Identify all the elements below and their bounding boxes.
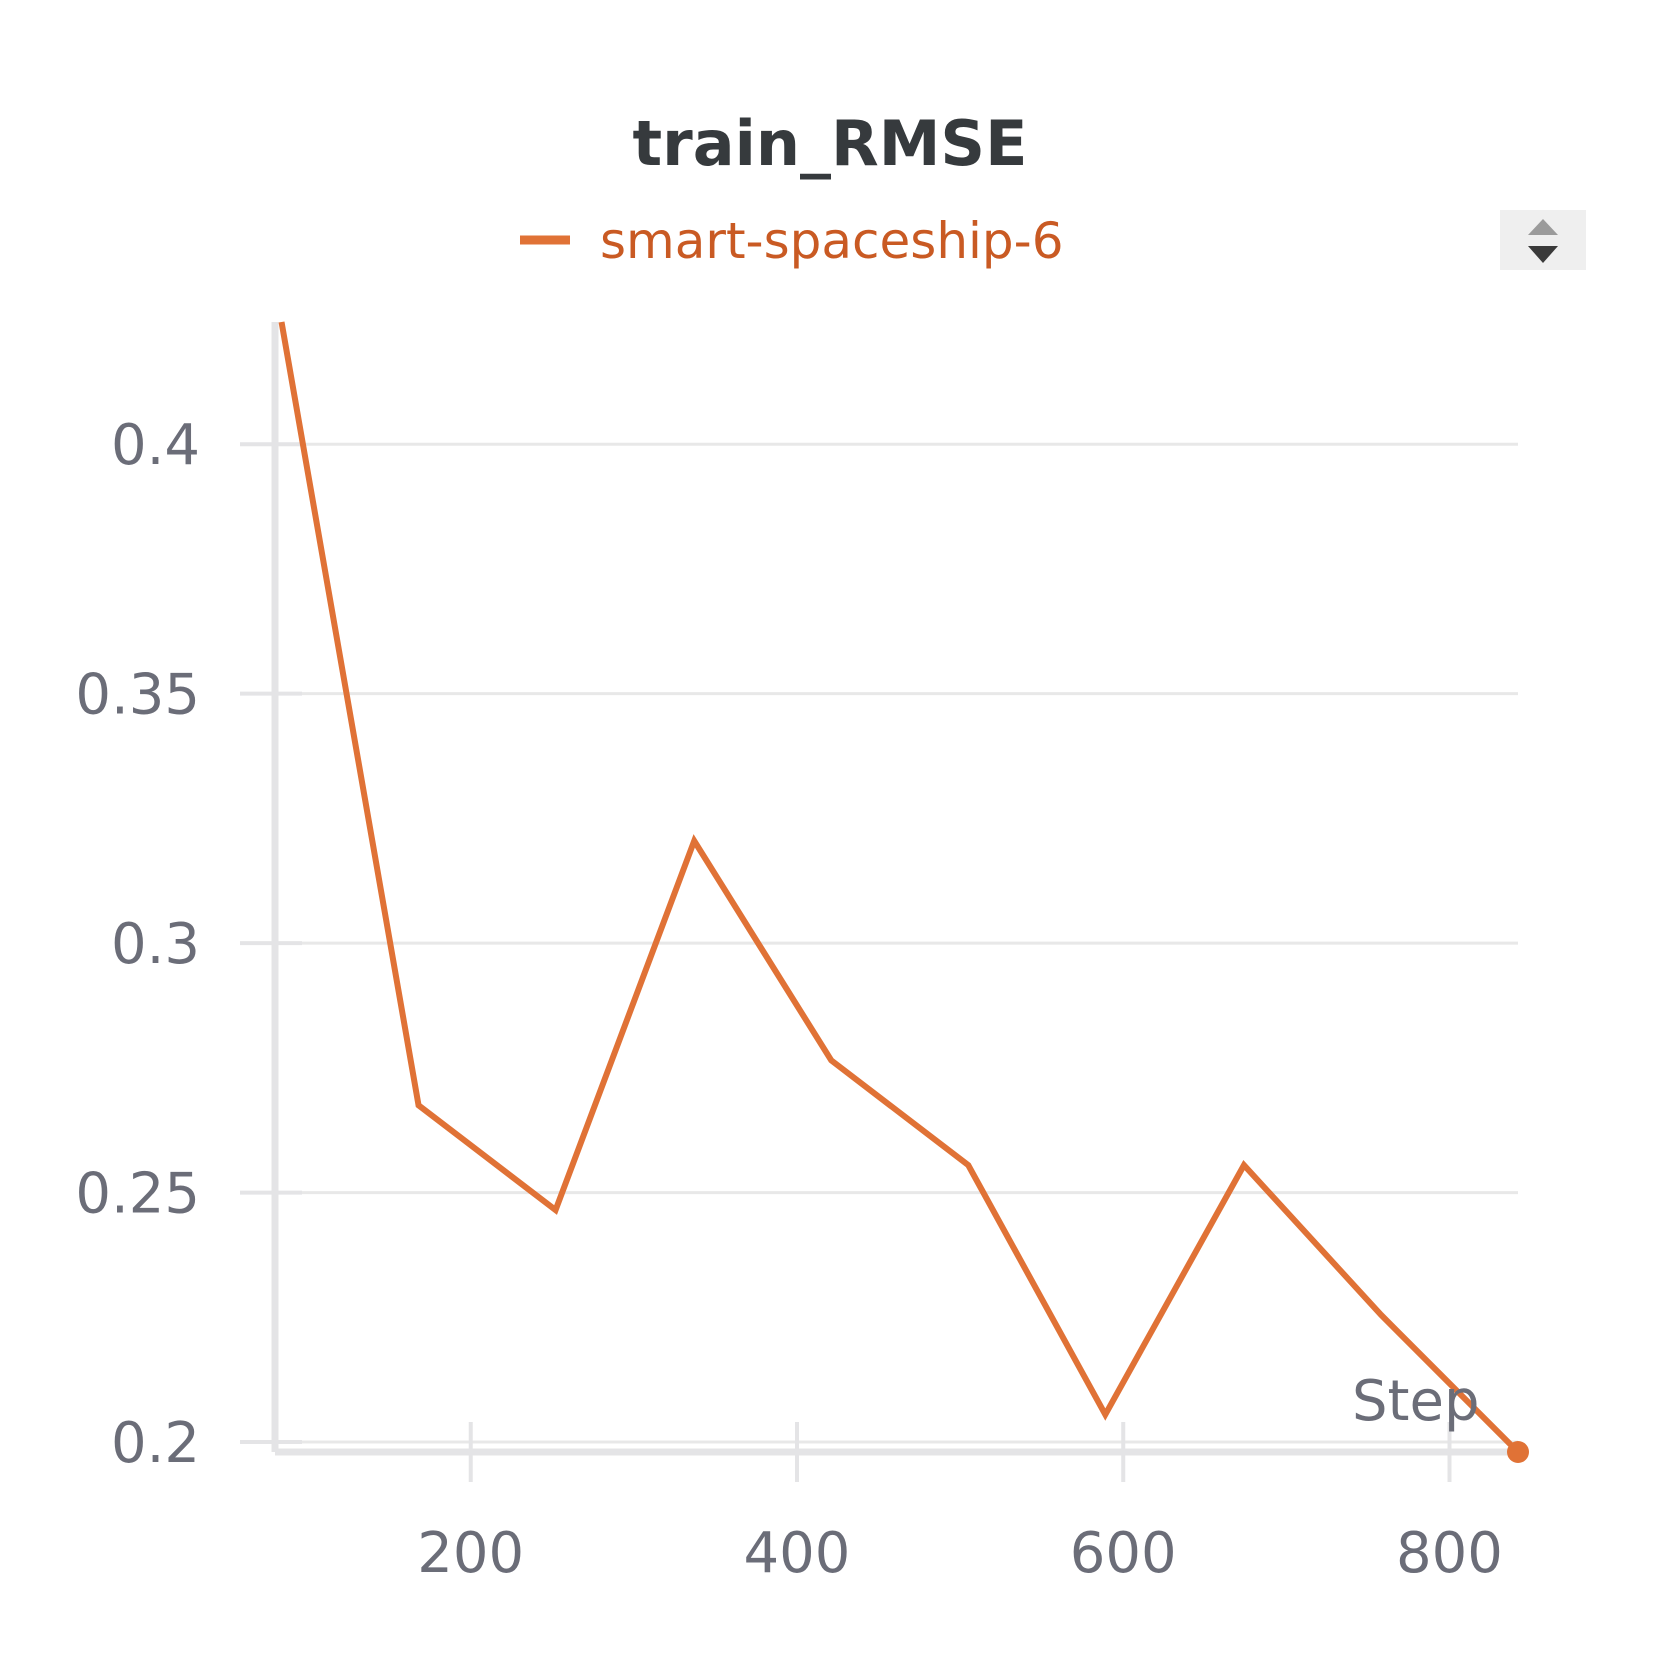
legend-label: smart-spaceship-6 — [600, 212, 1064, 270]
axes — [240, 322, 1518, 1482]
y-tick-label: 0.35 — [75, 663, 200, 728]
chart-title: train_RMSE — [633, 107, 1028, 180]
legend: smart-spaceship-6 — [520, 212, 1064, 270]
series-end-point — [1507, 1441, 1529, 1463]
triangle-up-icon[interactable] — [1528, 219, 1558, 235]
legend-scroll-control[interactable] — [1500, 210, 1586, 270]
x-axis-label: Step — [1352, 1369, 1480, 1434]
grid-lines — [240, 442, 1518, 1444]
series-layer — [278, 321, 1529, 1463]
x-tick-label: 800 — [1396, 1521, 1503, 1586]
x-tick-label: 600 — [1070, 1521, 1177, 1586]
series-line — [278, 321, 1521, 1455]
y-tick-label: 0.4 — [111, 413, 200, 478]
y-tick-label: 0.2 — [111, 1411, 200, 1476]
y-tick-label: 0.25 — [75, 1162, 200, 1227]
x-tick-label: 200 — [417, 1521, 524, 1586]
triangle-down-icon[interactable] — [1528, 246, 1558, 263]
tick-labels: 0.2 0.25 0.3 0.35 0.4 200 400 600 800 — [75, 413, 1503, 1586]
x-tick-label: 400 — [744, 1521, 851, 1586]
y-tick-label: 0.3 — [111, 912, 200, 977]
